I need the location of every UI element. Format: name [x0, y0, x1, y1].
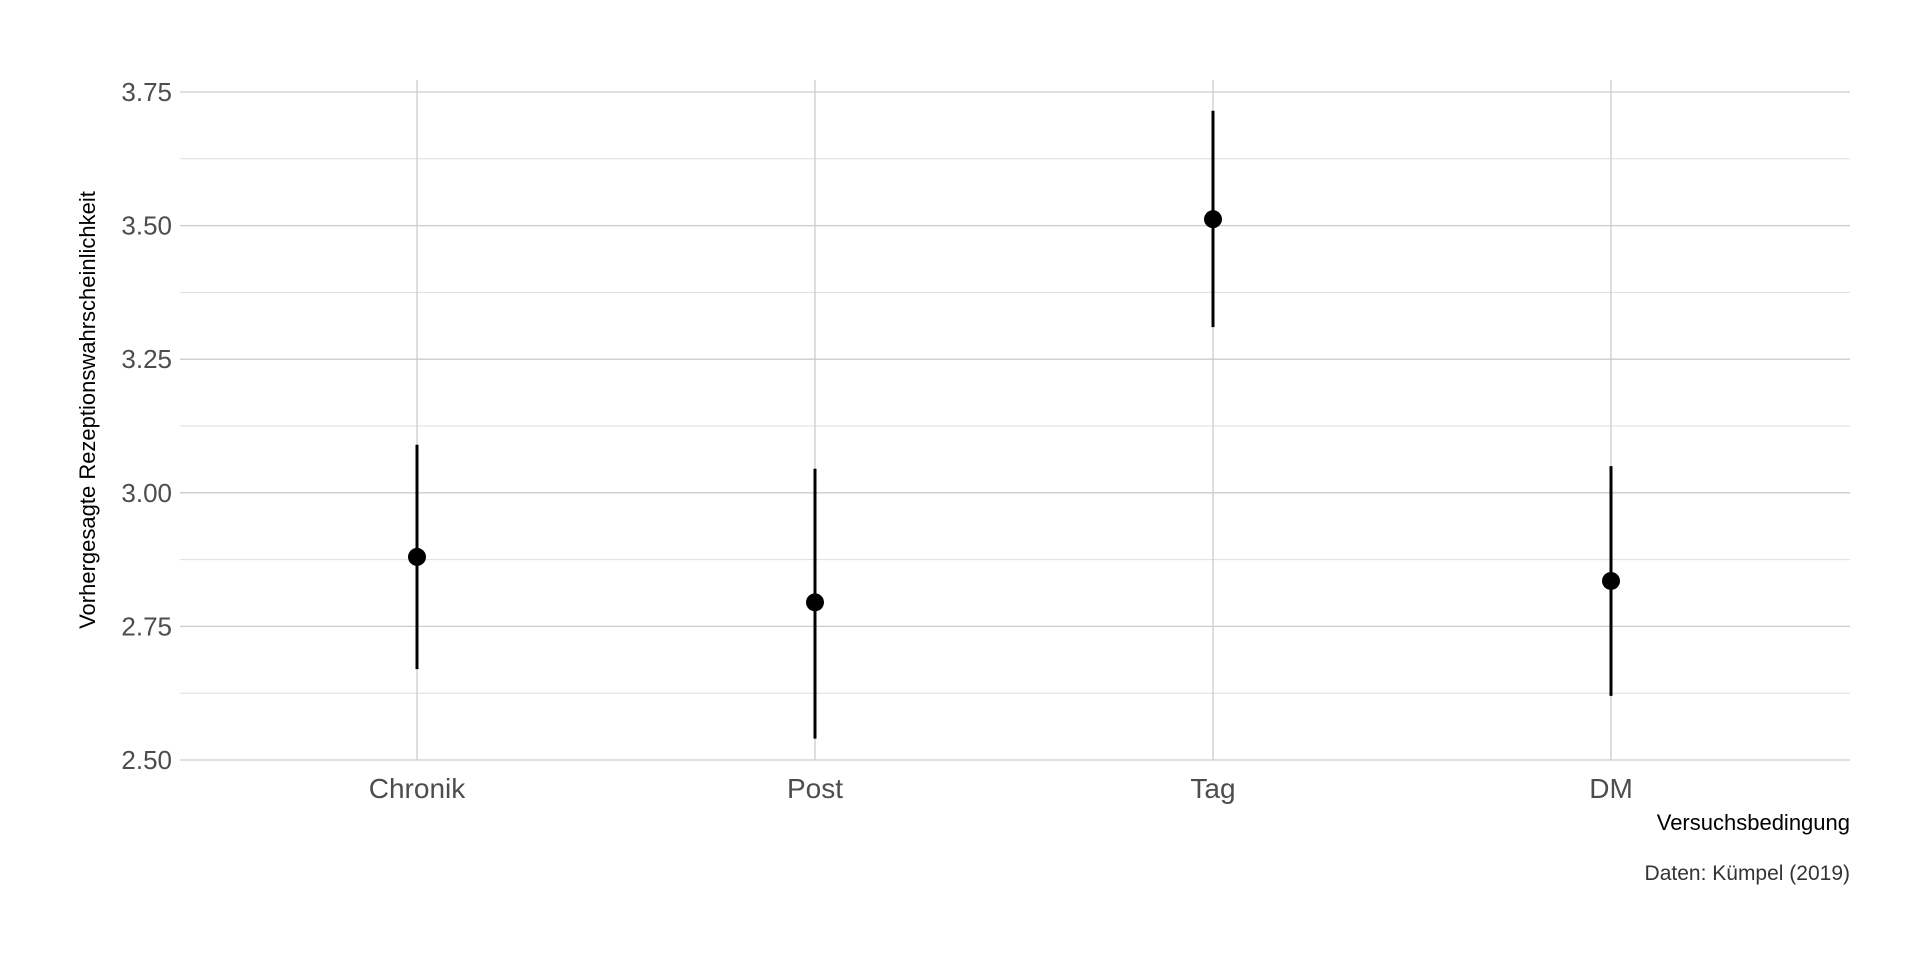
data-point: [408, 547, 426, 566]
grid: [180, 80, 1850, 761]
y-tick-label: 2.50: [121, 745, 172, 775]
x-tick-label: Post: [787, 773, 843, 804]
x-tick-label: Chronik: [369, 773, 466, 804]
data-marks: [408, 110, 1620, 739]
y-tick-label: 3.25: [121, 344, 172, 374]
x-axis-title: Versuchsbedingung: [1657, 810, 1850, 835]
x-tick-label: Tag: [1190, 773, 1235, 804]
chart-caption: Daten: Kümpel (2019): [1645, 862, 1850, 885]
data-point: [1602, 571, 1620, 590]
y-tick-label: 3.50: [121, 211, 172, 241]
x-axis-ticks: Chronik Post Tag DM: [369, 773, 1633, 804]
y-tick-label: 2.75: [121, 611, 172, 641]
y-axis-ticks: 2.50 2.75 3.00 3.25 3.50 3.75: [121, 77, 172, 775]
y-axis-title: Vorhergesagte Rezeptionswahrscheinlichke…: [75, 191, 100, 629]
x-tick-label: DM: [1589, 773, 1633, 804]
data-point: [806, 593, 824, 612]
data-point: [1204, 210, 1222, 229]
y-tick-label: 3.75: [121, 77, 172, 107]
y-tick-label: 3.00: [121, 478, 172, 508]
